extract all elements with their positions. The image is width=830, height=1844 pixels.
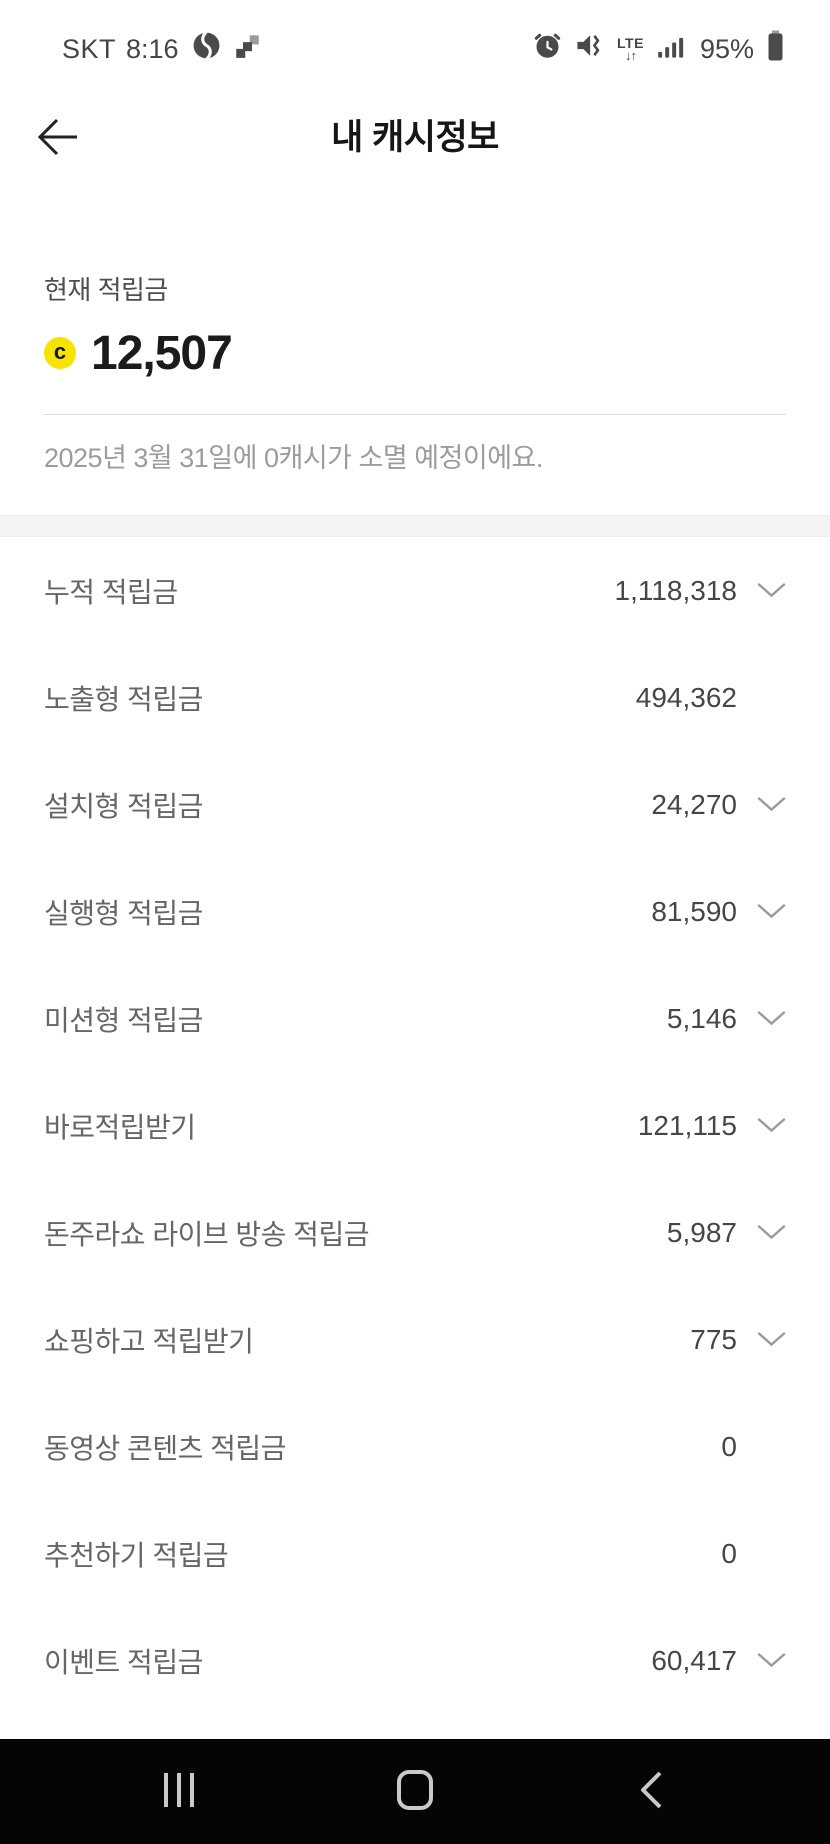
section-separator — [0, 515, 830, 537]
list-item[interactable]: 누적 적립금 1,118,318 — [0, 537, 830, 644]
mute-vibrate-icon — [575, 31, 604, 67]
list-item-value: 0 — [721, 1537, 737, 1569]
current-cash-amount: 12,507 — [91, 326, 233, 380]
list-item: 노출형 적립금 494,362 — [0, 644, 830, 751]
cash-list: 누적 적립금 1,118,318 노출형 적립금 494,362 설치형 적립금… — [0, 537, 830, 1714]
list-item-label: 바로적립받기 — [44, 1111, 196, 1143]
swirl-notification-icon — [191, 30, 222, 68]
list-item-value: 775 — [690, 1323, 737, 1355]
list-item[interactable]: 바로적립받기 121,115 — [0, 1072, 830, 1179]
list-item-label: 미션형 적립금 — [44, 1004, 203, 1036]
stairs-notification-icon — [234, 32, 261, 66]
chevron-down-icon[interactable] — [757, 1224, 786, 1242]
list-item-label: 추천하기 적립금 — [44, 1539, 229, 1571]
list-item[interactable]: 돈주라쇼 라이브 방송 적립금 5,987 — [0, 1179, 830, 1286]
back-button[interactable] — [26, 108, 86, 168]
current-cash-label: 현재 적립금 — [44, 275, 168, 305]
list-item-label: 실행형 적립금 — [44, 897, 203, 929]
list-item[interactable]: 미션형 적립금 5,146 — [0, 965, 830, 1072]
list-item-label: 노출형 적립금 — [44, 683, 203, 715]
cash-coin-icon: c — [44, 337, 76, 369]
list-item: 추천하기 적립금 0 — [0, 1500, 830, 1607]
chevron-down-icon[interactable] — [757, 1010, 786, 1028]
nav-back-icon — [636, 1769, 666, 1814]
page-title: 내 캐시정보 — [331, 118, 499, 157]
alarm-icon — [533, 31, 562, 67]
divider — [44, 414, 786, 415]
list-item-label: 설치형 적립금 — [44, 790, 203, 822]
signal-strength-icon — [657, 32, 685, 67]
battery-percent-label: 95% — [699, 33, 754, 64]
chevron-down-icon[interactable] — [757, 582, 786, 600]
chevron-down-icon[interactable] — [757, 1331, 786, 1349]
list-item-value: 0 — [721, 1430, 737, 1462]
expiry-notice: 2025년 3월 31일에 0캐시가 소멸 예정이에요. — [44, 443, 543, 473]
list-item[interactable]: 쇼핑하고 적립받기 775 — [0, 1286, 830, 1393]
chevron-down-icon[interactable] — [757, 796, 786, 814]
list-item-label: 동영상 콘텐츠 적립금 — [44, 1432, 286, 1464]
current-cash-section: 현재 적립금 c 12,507 2025년 3월 31일에 0캐시가 소멸 예정… — [0, 270, 830, 475]
list-item-value: 81,590 — [651, 895, 737, 927]
list-item-label: 쇼핑하고 적립받기 — [44, 1325, 254, 1357]
lte-network-icon: LTE ↓↑ — [617, 35, 644, 63]
list-item-value: 5,146 — [666, 1002, 737, 1034]
list-item[interactable]: 이벤트 적립금 60,417 — [0, 1607, 830, 1714]
chevron-down-icon[interactable] — [757, 903, 786, 921]
list-item[interactable]: 설치형 적립금 24,270 — [0, 751, 830, 858]
current-cash-amount-row: c 12,507 — [44, 327, 786, 380]
list-item-value: 494,362 — [635, 681, 737, 713]
list-item-label: 이벤트 적립금 — [44, 1646, 203, 1678]
back-arrow-icon — [32, 116, 80, 161]
nav-back-button[interactable] — [629, 1770, 673, 1814]
list-item-value: 1,118,318 — [614, 574, 738, 606]
header: 내 캐시정보 — [0, 80, 830, 196]
status-bar: SKT 8:16 — [0, 0, 830, 80]
status-bar-left: SKT 8:16 — [62, 30, 261, 68]
chevron-down-icon[interactable] — [757, 1117, 786, 1135]
list-item-label: 누적 적립금 — [44, 576, 178, 608]
list-item[interactable]: 실행형 적립금 81,590 — [0, 858, 830, 965]
list-item-value: 121,115 — [637, 1109, 737, 1141]
battery-icon — [767, 30, 784, 68]
recent-apps-button[interactable] — [157, 1770, 201, 1814]
android-navbar — [0, 1739, 830, 1844]
clock-time: 8:16 — [126, 33, 179, 64]
recent-apps-icon — [159, 1770, 199, 1813]
list-item-value: 24,270 — [651, 788, 737, 820]
list-item-value: 60,417 — [651, 1644, 737, 1676]
home-button[interactable] — [393, 1770, 437, 1814]
chevron-down-icon[interactable] — [757, 1652, 786, 1670]
list-item-value: 5,987 — [666, 1216, 737, 1248]
status-bar-right: LTE ↓↑ 95% — [533, 30, 784, 68]
list-item-label: 돈주라쇼 라이브 방송 적립금 — [44, 1218, 369, 1250]
list-item: 동영상 콘텐츠 적립금 0 — [0, 1393, 830, 1500]
home-icon — [394, 1769, 436, 1814]
carrier-label: SKT — [62, 33, 117, 64]
